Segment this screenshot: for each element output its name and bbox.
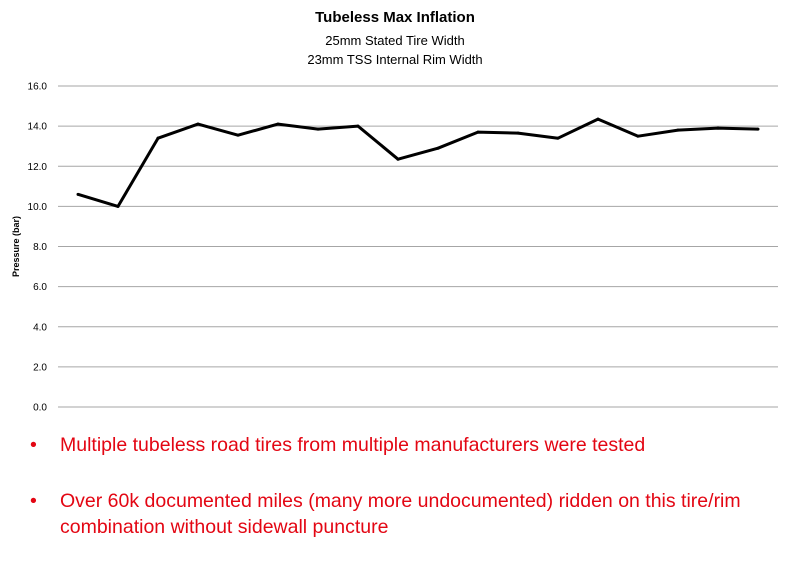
data-point [636,134,640,138]
bullet-text: Over 60k documented miles (many more und… [60,490,741,538]
bullet-symbol: • [30,490,37,512]
data-point [276,122,280,126]
data-point [396,157,400,161]
y-tick-label: 8.0 [33,242,47,253]
data-point [436,146,440,150]
y-tick-label: 12.0 [28,162,48,173]
y-tick-label: 2.0 [33,362,47,373]
data-point [476,130,480,134]
series-line [77,117,759,208]
y-tick-label: 14.0 [28,122,48,133]
bullet-text: Multiple tubeless road tires from multip… [60,434,646,456]
data-point [676,128,680,132]
data-point [356,124,360,128]
bullet-symbol: • [30,434,37,456]
data-point [716,126,720,130]
chart: Tubeless Max Inflation 25mm Stated Tire … [11,9,778,414]
y-tick-label: 0.0 [33,403,47,414]
y-tick-label: 10.0 [28,202,48,213]
data-point [556,136,560,140]
data-point [516,131,520,135]
chart-subtitle-2: 23mm TSS Internal Rim Width [307,52,483,67]
y-tick-label: 16.0 [28,82,48,93]
data-point [76,192,80,196]
y-tick-label: 4.0 [33,322,47,333]
y-axis-label: Pressure (bar) [11,216,21,277]
data-point [316,127,320,131]
line-chart-plot: 0.0 2.0 4.0 6.0 8.0 10.0 12.0 14.0 16.0 Pressure … [11,82,778,414]
data-point [156,136,160,140]
data-point [596,117,600,121]
data-point [116,204,120,208]
chart-title: Tubeless Max Inflation [315,9,475,26]
data-point [196,122,200,126]
chart-subtitle-1: 25mm Stated Tire Width [325,33,465,48]
y-tick-label: 6.0 [33,282,47,293]
data-point [756,127,760,131]
data-point [236,133,240,137]
